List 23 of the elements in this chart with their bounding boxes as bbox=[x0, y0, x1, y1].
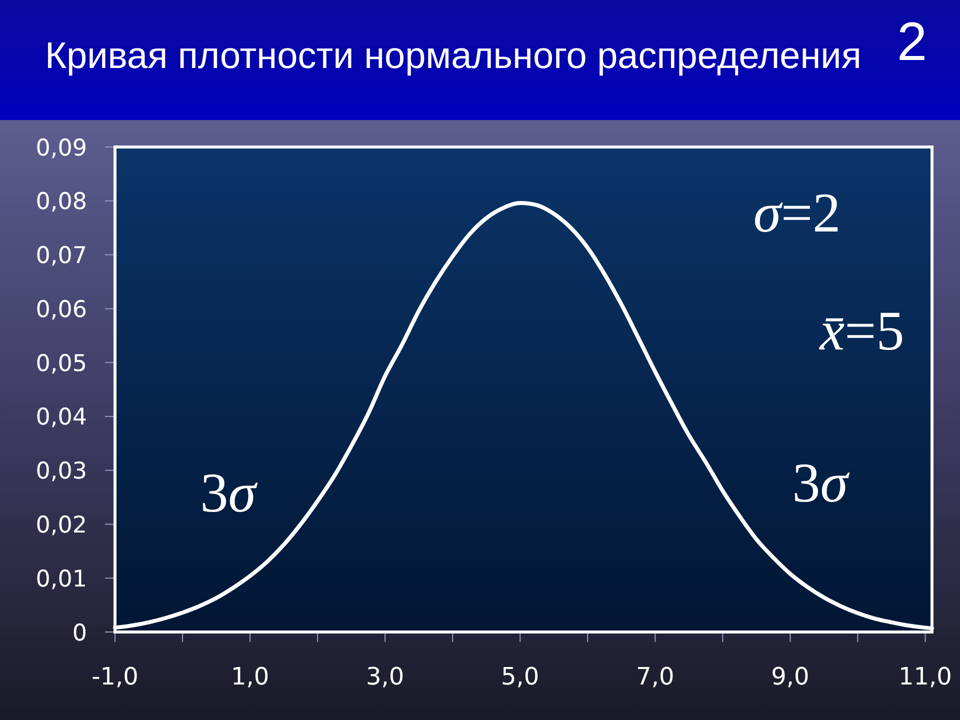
y-tick-label: 0,04 bbox=[36, 404, 87, 431]
y-tick-label: 0,06 bbox=[36, 296, 87, 323]
x-tick-label: 5,0 bbox=[501, 662, 540, 691]
y-tick-label: 0,07 bbox=[36, 243, 87, 270]
x-tick-label: -1,0 bbox=[92, 662, 138, 691]
y-tick-label: 0,08 bbox=[36, 189, 87, 216]
y-tick-label: 0,01 bbox=[36, 566, 87, 592]
x-tick-label: 9,0 bbox=[771, 662, 810, 691]
y-tick-label: 0,03 bbox=[36, 458, 87, 485]
annotation: x̄=5 bbox=[818, 300, 904, 363]
annotation: 3σ bbox=[792, 452, 850, 515]
x-tick-label: 7,0 bbox=[636, 662, 674, 691]
chart-title: Кривая плотности нормального распределения bbox=[45, 35, 862, 76]
x-tick-label: 1,0 bbox=[230, 662, 270, 691]
text: 2 bbox=[896, 12, 928, 72]
y-tick-label: 0,05 bbox=[36, 350, 87, 377]
y-tick-label: 0,02 bbox=[36, 512, 87, 538]
y-tick-label: 0 bbox=[72, 620, 87, 646]
x-tick-label: 3,0 bbox=[366, 662, 404, 691]
annotation: 3σ bbox=[200, 462, 258, 525]
annotation: σ=2 bbox=[753, 182, 841, 245]
x-tick-label: 11,0 bbox=[898, 662, 952, 691]
y-tick-label: 0,09 bbox=[36, 135, 87, 162]
